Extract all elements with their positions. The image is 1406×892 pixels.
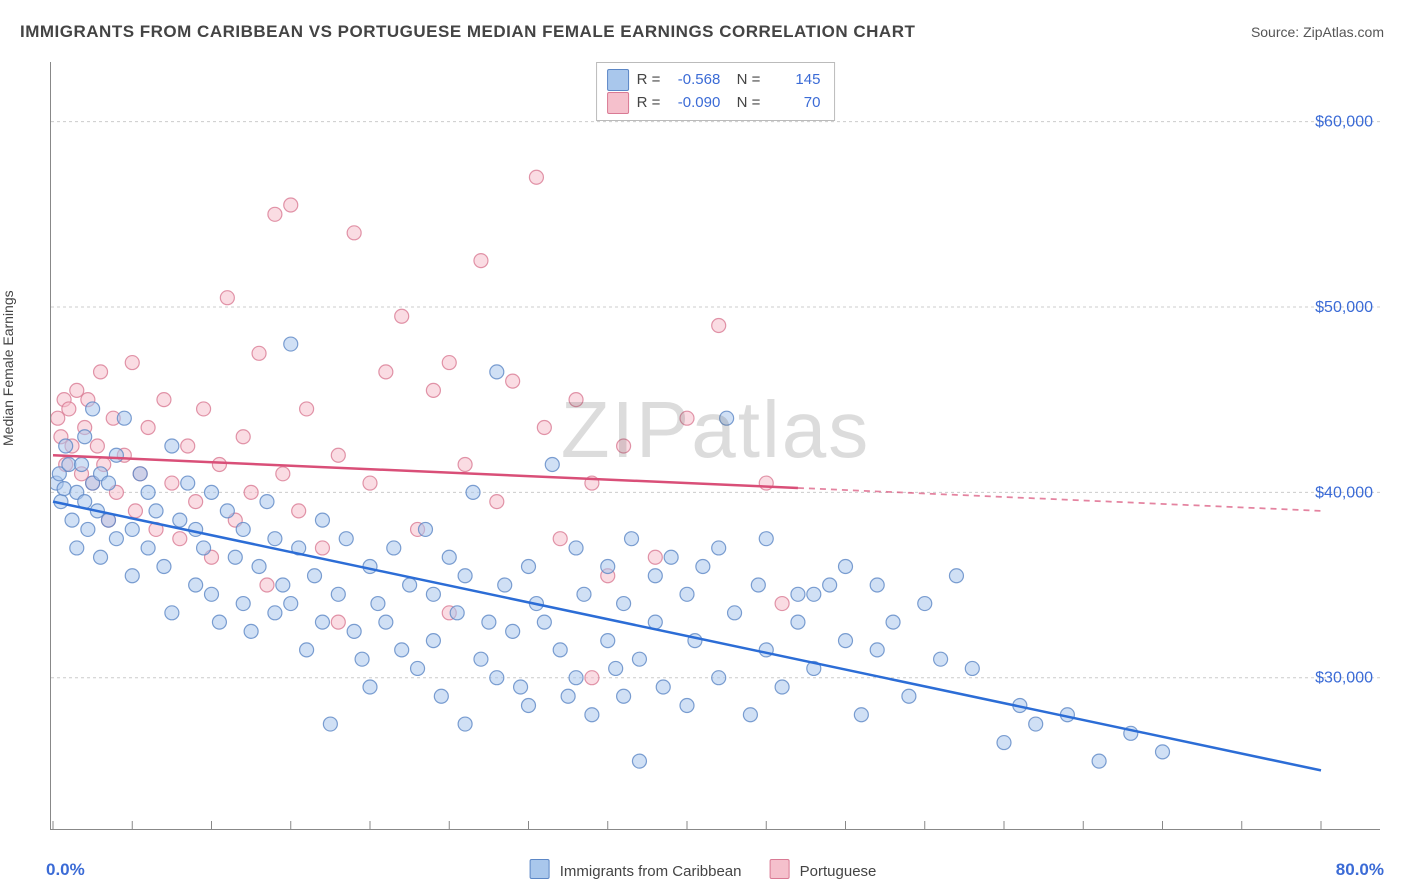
legend-r-label: R = [637,92,661,115]
legend-n-label: N = [728,69,760,92]
svg-text:$60,000: $60,000 [1315,114,1373,131]
svg-text:$40,000: $40,000 [1315,484,1373,501]
legend-n-label: N = [728,92,760,115]
series-label-caribbean: Immigrants from Caribbean [560,863,742,880]
legend-r-value-portuguese: -0.090 [668,92,720,115]
series-legend-item-caribbean: Immigrants from Caribbean [530,859,742,880]
series-label-portuguese: Portuguese [800,863,877,880]
x-axis-max-label: 80.0% [1336,860,1384,880]
legend-swatch-portuguese [607,92,629,114]
legend-row-portuguese: R = -0.090 N = 70 [607,92,821,115]
legend-swatch-caribbean [607,69,629,91]
legend-r-label: R = [637,69,661,92]
series-swatch-portuguese [770,859,790,879]
y-axis-label: Median Female Earnings [0,290,16,446]
legend-r-value-caribbean: -0.568 [668,69,720,92]
chart-plot-area: $30,000 $40,000 $50,000 $60,000 R = -0.568 … [50,62,1380,830]
watermark: ZIPatlas [561,384,870,476]
series-swatch-caribbean [530,859,550,879]
legend-n-value-portuguese: 70 [768,92,820,115]
chart-title: IMMIGRANTS FROM CARIBBEAN VS PORTUGUESE … [20,22,915,42]
svg-text:$50,000: $50,000 [1315,299,1373,316]
svg-text:$30,000: $30,000 [1315,670,1373,687]
source-attribution: Source: ZipAtlas.com [1251,24,1384,40]
legend-row-caribbean: R = -0.568 N = 145 [607,69,821,92]
series-legend-item-portuguese: Portuguese [770,859,877,880]
legend-n-value-caribbean: 145 [768,69,820,92]
series-legend: Immigrants from Caribbean Portuguese [530,859,877,880]
x-axis-min-label: 0.0% [46,860,85,880]
correlation-legend: R = -0.568 N = 145 R = -0.090 N = 70 [596,62,836,121]
